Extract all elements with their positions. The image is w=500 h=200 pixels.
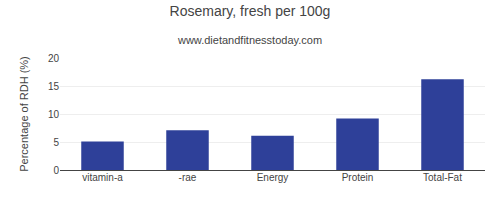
svg-text:15: 15 (48, 81, 60, 92)
svg-text:www.dietandfitnesstoday.com: www.dietandfitnesstoday.com (177, 34, 322, 46)
svg-text:0: 0 (53, 165, 59, 176)
svg-text:Protein: Protein (342, 172, 374, 183)
svg-text:Energy: Energy (257, 172, 289, 183)
svg-text:5: 5 (53, 137, 59, 148)
svg-text:vitamin-a: vitamin-a (82, 172, 123, 183)
svg-text:Rosemary, fresh per 100g: Rosemary, fresh per 100g (170, 3, 331, 19)
svg-text:Total-Fat: Total-Fat (423, 172, 462, 183)
svg-text:-rae: -rae (179, 172, 197, 183)
svg-text:10: 10 (48, 109, 60, 120)
svg-text:20: 20 (48, 53, 60, 64)
svg-text:Percentage of RDH (%): Percentage of RDH (%) (18, 56, 30, 172)
